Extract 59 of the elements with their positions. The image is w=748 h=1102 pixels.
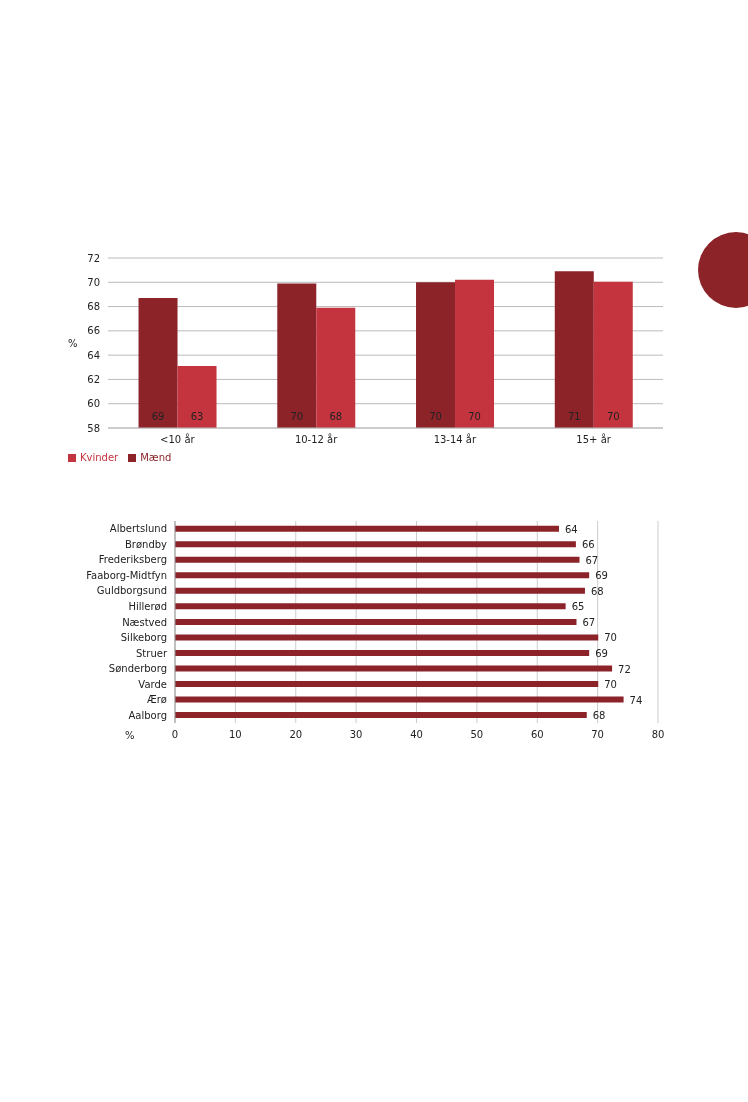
x-tick-label: 0	[171, 729, 179, 741]
data-label: 70	[468, 411, 481, 422]
data-label: 74	[629, 694, 643, 706]
y-tick-label: Frederiksberg	[98, 554, 167, 566]
y-tick-label: Guldborgsund	[96, 585, 167, 597]
data-label: 69	[595, 570, 608, 582]
data-label: 68	[590, 585, 604, 597]
y-tick-label: Sønderborg	[108, 663, 167, 675]
data-label: 68	[592, 710, 606, 722]
y-tick-label: 60	[87, 398, 100, 410]
data-label: 70	[606, 411, 620, 422]
legend-label: Kvinder	[80, 452, 119, 463]
data-label: 70	[604, 679, 617, 691]
data-label: 65	[571, 601, 585, 613]
x-tick-label: 30	[349, 729, 363, 741]
data-label: 63	[190, 411, 204, 422]
y-tick-label: 68	[87, 301, 100, 313]
x-tick-label: 80	[651, 729, 665, 741]
y-tick-label: 64	[87, 349, 100, 361]
data-label: 67	[582, 616, 596, 628]
y-tick-label: Ærø	[147, 694, 167, 706]
legend-label: Mænd	[140, 452, 172, 463]
data-label: 70	[429, 411, 442, 422]
y-tick-label: Silkeborg	[120, 632, 167, 644]
y-tick-label: Faaborg-Midtfyn	[86, 569, 167, 581]
data-label: 68	[329, 411, 343, 422]
y-axis-title: %	[68, 337, 78, 349]
x-tick-label: 10	[229, 729, 242, 741]
y-tick-label: 70	[87, 276, 100, 288]
x-tick-label: <10 år	[160, 433, 196, 446]
data-label: 71	[567, 411, 581, 422]
y-tick-label: Brøndby	[124, 538, 168, 550]
x-tick-label: 40	[410, 729, 423, 741]
y-tick-label: 62	[87, 373, 100, 385]
y-tick-label: Varde	[138, 678, 167, 690]
y-tick-label: 58	[87, 422, 100, 434]
y-tick-label: 72	[87, 252, 100, 264]
x-tick-label: 60	[530, 729, 544, 741]
data-label: 64	[564, 523, 578, 535]
data-label: 67	[585, 554, 599, 566]
x-axis-title: %	[125, 730, 135, 741]
y-tick-label: Aalborg	[128, 709, 167, 721]
x-tick-label: 15+ år	[576, 433, 612, 446]
y-tick-label: 66	[87, 325, 100, 337]
y-tick-label: Hillerød	[128, 601, 167, 613]
data-label: 70	[290, 411, 304, 422]
data-label: 72	[618, 663, 631, 675]
data-label: 69	[151, 411, 165, 422]
x-tick-label: 10-12 år	[294, 433, 339, 446]
y-tick-label: Næstved	[122, 616, 167, 628]
x-tick-label: 50	[470, 729, 484, 741]
y-tick-label: Albertslund	[109, 523, 167, 535]
data-label: 69	[595, 647, 608, 659]
x-tick-label: 13-14 år	[433, 433, 477, 446]
y-tick-label: Struer	[136, 647, 168, 659]
x-tick-label: 70	[591, 729, 604, 741]
data-label: 70	[604, 632, 617, 644]
x-tick-label: 20	[289, 729, 303, 741]
data-label: 66	[581, 539, 595, 551]
